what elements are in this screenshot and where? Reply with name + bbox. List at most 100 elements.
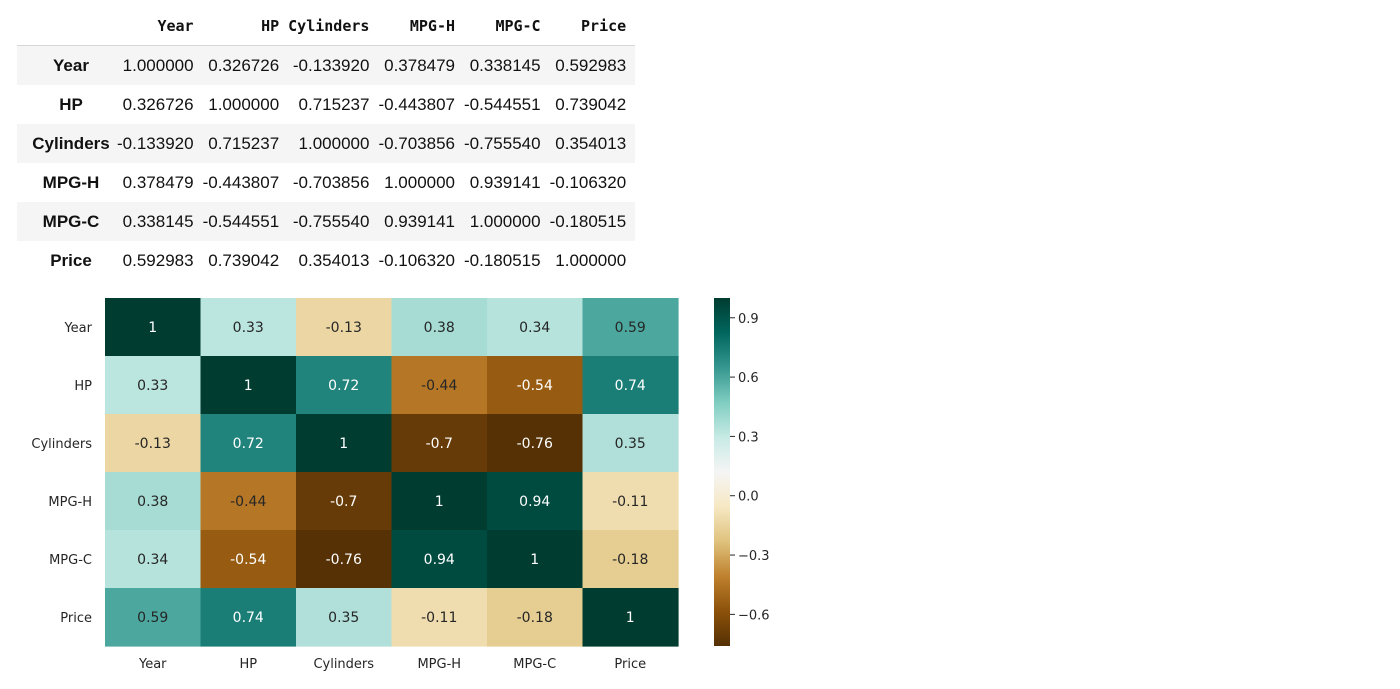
column-header: Cylinders <box>288 6 379 46</box>
heatmap-cell <box>391 588 488 647</box>
heatmap-cell-label: -0.44 <box>230 494 266 510</box>
heatmap-cell <box>487 588 584 647</box>
y-tick-label: Price <box>60 611 92 626</box>
heatmap-cell-label: 1 <box>435 494 444 510</box>
heatmap-cell <box>391 414 488 473</box>
heatmap-cell-label: 0.33 <box>233 320 264 336</box>
heatmap-cell-label: 0.35 <box>328 610 359 626</box>
column-header: MPG-C <box>464 6 550 46</box>
heatmap-cell-label: 0.33 <box>137 378 168 394</box>
heatmap-cell-label: 0.74 <box>615 378 646 394</box>
heatmap-cell-label: -0.18 <box>612 552 648 568</box>
heatmap-cell <box>487 530 584 589</box>
heatmap-cell <box>487 298 584 357</box>
heatmap-cell <box>296 588 393 647</box>
heatmap-cell <box>296 356 393 415</box>
table-row: Year 1.000000 0.326726 -0.133920 0.37847… <box>17 45 636 85</box>
table-cell: -0.755540 <box>464 124 550 163</box>
column-header: Year <box>117 6 203 46</box>
heatmap-cells <box>105 298 679 647</box>
y-tick-label: MPG-H <box>48 495 92 510</box>
table-cell: 1.000000 <box>208 94 280 114</box>
x-tick-label: Cylinders <box>313 657 374 672</box>
heatmap-cell <box>105 298 202 357</box>
heatmap-cell <box>391 530 488 589</box>
colorbar-tick-label: −0.3 <box>738 549 770 564</box>
table-cell: -0.703856 <box>378 124 465 163</box>
colorbar-tick-label: −0.6 <box>738 608 770 623</box>
table-cell: 0.739042 <box>555 94 627 114</box>
heatmap-cell <box>487 356 584 415</box>
table-row: MPG-H 0.378479 -0.443807 -0.703856 1.000… <box>17 163 635 202</box>
colorbar-ticks: 0.9 0.6 0.3 0.0 −0.3 −0.6 <box>730 312 770 623</box>
table-cell: 0.378479 <box>378 45 465 85</box>
heatmap-cell <box>296 472 393 531</box>
table-cell: -0.443807 <box>378 94 456 114</box>
heatmap-cell-label: 0.38 <box>137 494 168 510</box>
heatmap-cell-label: 0.59 <box>615 320 646 336</box>
colorbar <box>714 298 730 646</box>
colorbar-tick-label: 0.0 <box>738 490 759 505</box>
table-cell: -0.755540 <box>288 202 379 241</box>
table-cell: 0.326726 <box>202 45 289 85</box>
column-header: Price <box>549 6 636 46</box>
heatmap-cell-label: -0.11 <box>612 494 648 510</box>
heatmap-cell-label: 0.72 <box>328 378 359 394</box>
table-cell: 0.338145 <box>117 202 203 241</box>
colorbar-tick-label: 0.6 <box>738 371 759 386</box>
heatmap-cell <box>200 530 297 589</box>
heatmap-cell <box>200 588 297 647</box>
table-cell: 0.739042 <box>208 250 280 270</box>
heatmap-cell-label: 0.38 <box>424 320 455 336</box>
heatmap-cell-label: 0.94 <box>519 494 550 510</box>
heatmap-cell <box>200 298 297 357</box>
table-cell: 0.378479 <box>122 172 194 192</box>
heatmap-cell-label: 1 <box>339 436 348 452</box>
table-cell: -0.703856 <box>292 172 370 192</box>
heatmap-cell-label: -0.11 <box>421 610 457 626</box>
table-cell: 0.939141 <box>469 172 541 192</box>
heatmap-cell <box>582 472 679 531</box>
x-tick-label: HP <box>239 657 257 672</box>
heatmap-cell-label: 0.74 <box>233 610 264 626</box>
heatmap-cell-label: -0.13 <box>135 436 171 452</box>
table-row: Cylinders -0.133920 0.715237 1.000000 -0… <box>17 124 636 163</box>
heatmap-cell <box>105 472 202 531</box>
heatmap-cell <box>105 356 202 415</box>
row-header: MPG-H <box>42 172 100 192</box>
table-cell: 1.000000 <box>464 202 550 241</box>
heatmap-cell <box>582 414 679 473</box>
table-cell: -0.133920 <box>117 124 203 163</box>
heatmap-cell <box>200 472 297 531</box>
heatmap-cell <box>582 356 679 415</box>
heatmap-cell <box>487 414 584 473</box>
x-tick-label: MPG-H <box>417 657 461 672</box>
heatmap-cell <box>296 530 393 589</box>
colorbar-tick-label: 0.9 <box>738 312 759 327</box>
heatmap-cell <box>296 298 393 357</box>
table-cell: -0.133920 <box>288 45 379 85</box>
table-cell: 1.000000 <box>555 250 627 270</box>
table-cell: -0.544551 <box>202 202 289 241</box>
table-cell: 0.338145 <box>464 45 550 85</box>
heatmap-annotations: 1 0.33 -0.13 0.38 0.34 0.59 0.33 1 0.72 -0.44 -0.5… <box>135 320 649 626</box>
correlation-heatmap: 1 0.33 -0.13 0.38 0.34 0.59 0.33 1 0.72 -0.44 -0.5… <box>31 298 770 672</box>
heatmap-cell-label: -0.76 <box>326 552 362 568</box>
table-cell: 0.326726 <box>122 94 194 114</box>
heatmap-cell <box>200 356 297 415</box>
table-cell: -0.180515 <box>549 202 636 241</box>
heatmap-cell-label: 1 <box>244 378 253 394</box>
x-axis-tick-labels: Year HP Cylinders MPG-H MPG-C Price <box>138 657 646 672</box>
y-tick-label: Cylinders <box>31 437 92 452</box>
heatmap-cell-label: -0.18 <box>517 610 553 626</box>
correlation-table: Year HP Cylinders MPG-H MPG-C Price Year… <box>17 6 636 280</box>
heatmap-cell <box>391 356 488 415</box>
y-tick-label: MPG-C <box>49 553 92 568</box>
heatmap-cell-label: 1 <box>530 552 539 568</box>
colorbar-tick-label: 0.3 <box>738 430 759 445</box>
table-cell: -0.544551 <box>464 94 541 114</box>
row-header: MPG-C <box>17 202 117 241</box>
table-cell: 1.000000 <box>384 172 456 192</box>
heatmap-cell-label: -0.76 <box>517 436 553 452</box>
heatmap-cell <box>391 472 488 531</box>
